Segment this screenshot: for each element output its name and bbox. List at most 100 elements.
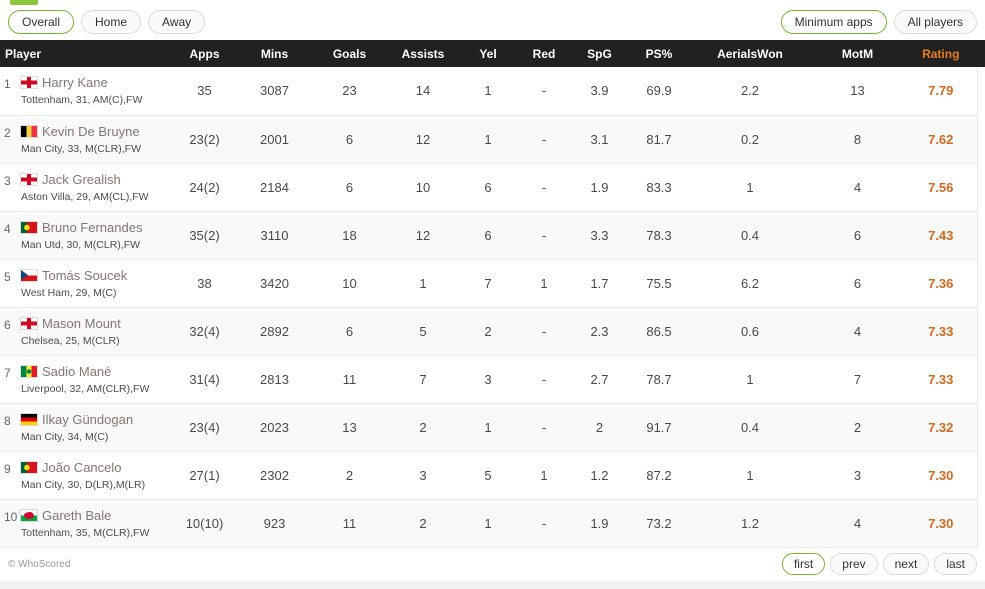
header-motm[interactable]: MotM — [810, 40, 905, 67]
cell-spg: 1.2 — [571, 451, 628, 500]
player-name-link[interactable]: Ilkay Gündogan — [42, 411, 134, 427]
filter-all-players[interactable]: All players — [893, 9, 977, 34]
header-goals[interactable]: Goals — [312, 40, 387, 67]
cell-apps: 38 — [172, 259, 237, 308]
header-edge-spacer — [977, 40, 985, 67]
country-flag-icon — [21, 413, 37, 425]
tab-home[interactable]: Home — [81, 9, 142, 34]
player-info: Kevin De Bruyne Man City, 33, M(CLR),FW — [21, 124, 141, 155]
player-rank: 1 — [4, 77, 11, 92]
player-info: Tomás Soucek West Ham, 29, M(C) — [21, 268, 127, 299]
tab-away[interactable]: Away — [148, 9, 206, 34]
cell-ps-percent: 83.3 — [628, 163, 690, 212]
cell-yel: 5 — [459, 451, 517, 500]
cell-red: - — [517, 211, 571, 260]
player-name-link[interactable]: João Cancelo — [42, 459, 122, 475]
pagination-first-button[interactable]: first — [781, 553, 826, 575]
header-apps[interactable]: Apps — [172, 40, 237, 67]
header-rating[interactable]: Rating — [905, 40, 977, 67]
cell-goals: 6 — [312, 163, 387, 212]
header-yel[interactable]: Yel — [459, 40, 517, 67]
cell-aerialswon: 0.6 — [690, 307, 810, 356]
filter-buttons: Minimum apps All players — [780, 9, 977, 34]
player-name-link[interactable]: Sadio Mané — [42, 363, 112, 379]
cell-yel: 1 — [459, 403, 517, 452]
cell-goals: 2 — [312, 451, 387, 500]
cell-mins: 2302 — [237, 451, 312, 500]
cell-rating: 7.36 — [905, 259, 977, 308]
player-name-link[interactable]: Tomás Soucek — [42, 267, 128, 283]
header-ps-percent[interactable]: PS% — [628, 40, 690, 67]
header-assists[interactable]: Assists — [387, 40, 459, 67]
header-aerialswon[interactable]: AerialsWon — [690, 40, 810, 67]
player-cell: 6 Mason Mount Chelsea, 25, M(CLR) — [0, 316, 172, 347]
player-cell: 9 João Cancelo Man City, 30, D(LR),M(LR) — [0, 460, 172, 491]
cell-ps-percent: 78.7 — [628, 355, 690, 404]
player-cell: 3 Jack Grealish Aston Villa, 29, AM(CL),… — [0, 172, 172, 203]
header-player[interactable]: Player — [0, 40, 172, 67]
cell-ps-percent: 86.5 — [628, 307, 690, 356]
cell-assists: 12 — [387, 115, 459, 164]
player-cell: 4 Bruno Fernandes Man Utd, 30, M(CLR),FW — [0, 220, 172, 251]
player-rank: 7 — [4, 365, 11, 380]
player-name-link[interactable]: Harry Kane — [42, 75, 108, 91]
cell-spg: 3.3 — [571, 211, 628, 260]
cell-apps: 35(2) — [172, 211, 237, 260]
footer: © WhoScored first prev next last — [0, 548, 985, 581]
cell-rating: 7.56 — [905, 163, 977, 212]
cell-mins: 2184 — [237, 163, 312, 212]
pagination-next-button[interactable]: next — [882, 553, 930, 575]
toolbar: Overall Home Away Minimum apps All playe… — [0, 0, 985, 40]
table-body: 1 Harry Kane Tottenham, 31, AM(C),FW 3 5 … — [0, 67, 977, 548]
header-mins[interactable]: Mins — [237, 40, 312, 67]
player-name-link[interactable]: Mason Mount — [42, 315, 121, 331]
cell-apps: 27(1) — [172, 451, 237, 500]
header-spg[interactable]: SpG — [571, 40, 628, 67]
cell-assists: 14 — [387, 67, 459, 116]
cell-goals: 18 — [312, 211, 387, 260]
cell-yel: 2 — [459, 307, 517, 356]
filter-minimum-apps[interactable]: Minimum apps — [780, 9, 887, 34]
player-meta: Tottenham, 31, AM(C),FW — [21, 94, 143, 107]
cell-spg: 2 — [571, 403, 628, 452]
cell-rating: 7.33 — [905, 355, 977, 404]
header-red[interactable]: Red — [517, 40, 571, 67]
country-flag-icon — [21, 173, 37, 185]
cell-spg: 1.7 — [571, 259, 628, 308]
cell-spg: 1.9 — [571, 163, 628, 212]
tab-overall[interactable]: Overall — [8, 9, 75, 34]
cell-apps: 23(4) — [172, 403, 237, 452]
player-name-link[interactable]: Jack Grealish — [42, 171, 121, 187]
country-flag-icon — [21, 461, 37, 473]
bottom-strip — [0, 580, 985, 589]
player-info: João Cancelo Man City, 30, D(LR),M(LR) — [21, 460, 145, 491]
country-flag-icon — [21, 77, 37, 89]
cell-aerialswon: 0.2 — [690, 115, 810, 164]
table-row: 1 Harry Kane Tottenham, 31, AM(C),FW 35 … — [0, 67, 977, 116]
copyright-text: © WhoScored — [8, 558, 71, 570]
player-name-link[interactable]: Kevin De Bruyne — [42, 123, 140, 139]
cell-aerialswon: 2.2 — [690, 67, 810, 116]
cell-mins: 2892 — [237, 307, 312, 356]
table-row: 7 Sadio Mané Liverpool, 32, AM(CLR),FW 3… — [0, 355, 977, 404]
cell-red: - — [517, 403, 571, 452]
pagination-prev-button[interactable]: prev — [830, 553, 878, 575]
cell-rating: 7.30 — [905, 499, 977, 548]
player-name-link[interactable]: Bruno Fernandes — [42, 219, 143, 235]
player-name-link[interactable]: Gareth Bale — [42, 507, 112, 523]
player-rank: 10 — [4, 509, 18, 524]
cell-assists: 3 — [387, 451, 459, 500]
cell-red: - — [517, 163, 571, 212]
cell-aerialswon: 1 — [690, 163, 810, 212]
table-row: 2 Kevin De Bruyne Man City, 33, M(CLR),F… — [0, 115, 977, 164]
country-flag-icon — [21, 509, 37, 521]
cell-red: - — [517, 67, 571, 116]
cell-aerialswon: 1 — [690, 355, 810, 404]
cell-ps-percent: 75.5 — [628, 259, 690, 308]
player-info: Harry Kane Tottenham, 31, AM(C),FW — [21, 75, 142, 106]
cell-mins: 3420 — [237, 259, 312, 308]
table-row: 5 Tomás Soucek West Ham, 29, M(C) 38 342… — [0, 259, 977, 308]
cell-motm: 6 — [810, 211, 905, 260]
pagination-last-button[interactable]: last — [934, 553, 977, 575]
cell-mins: 2001 — [237, 115, 312, 164]
